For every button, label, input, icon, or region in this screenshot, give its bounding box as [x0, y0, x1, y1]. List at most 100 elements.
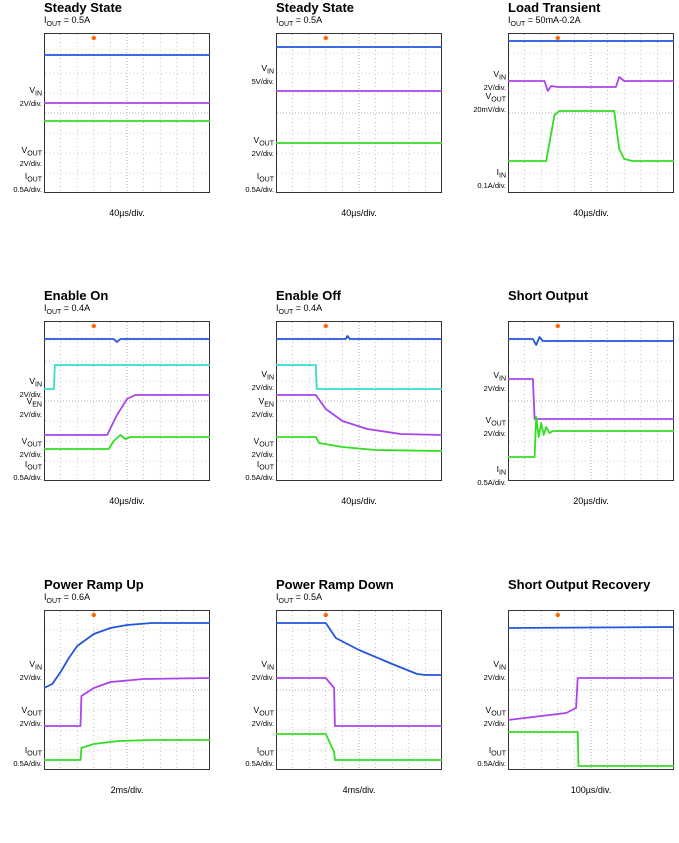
time-scale-label: 40µs/div. — [109, 208, 145, 218]
trigger-marker — [91, 35, 96, 41]
panel-condition: IOUT = 0.5A — [276, 15, 322, 28]
condition-sym: I — [44, 303, 47, 313]
trace-label: VIN 2V/div. — [484, 660, 506, 682]
trace-label-sub: IN — [499, 375, 506, 383]
trace-scale: 0.5A/div. — [245, 472, 274, 482]
condition-sub: OUT — [46, 308, 62, 316]
trace-scale: 5V/div. — [251, 76, 274, 86]
condition-sub: OUT — [278, 597, 294, 605]
time-scale-label: 2ms/div. — [110, 785, 144, 795]
trigger-marker — [323, 323, 328, 329]
scope-panel: Enable On IOUT = 0.4A VIN 2V/div. VEN 2V/div.… — [0, 288, 226, 554]
trace-0 — [276, 622, 442, 676]
trace-scale: 0.1A/div. — [477, 180, 506, 190]
trace-label: IIN 0.5A/div. — [477, 465, 506, 487]
trace-label: IOUT 0.5A/div. — [245, 460, 274, 482]
scope-screen — [276, 610, 442, 770]
trace-label-sym: V — [485, 415, 492, 425]
trace-label-sub: EN — [32, 401, 42, 409]
scope-panel: Load Transient IOUT = 50mA-0.2A VIN 2V/div.… — [464, 0, 679, 266]
trace-label-sub: IN — [267, 664, 274, 672]
trace-label-sub: IN — [267, 374, 274, 382]
trace-label-sym: V — [261, 63, 267, 73]
trace-label: VOUT 2V/div. — [484, 416, 506, 438]
trace-scale: 2V/div. — [251, 382, 274, 392]
trace-scale: 0.5A/div. — [477, 477, 506, 487]
trace-label: IOUT 0.5A/div. — [13, 746, 42, 768]
time-scale-label: 20µs/div. — [573, 496, 609, 506]
trace-2 — [44, 739, 210, 761]
scope-panel: Power Ramp Down IOUT = 0.5A VIN 2V/div. VOUT… — [232, 577, 458, 843]
scope-panel: Short Output Recovery VIN 2V/div. VOUT 2V/di… — [464, 577, 679, 843]
trace-label-sym: V — [26, 396, 33, 406]
trace-label-sym: I — [496, 464, 499, 474]
trace-0 — [44, 622, 210, 689]
trace-label: VOUT 2V/div. — [252, 706, 274, 728]
condition-sub: OUT — [278, 308, 294, 316]
trace-label-sym: I — [496, 167, 499, 177]
trace-scale: 2V/div. — [19, 409, 42, 419]
trace-2 — [276, 394, 442, 436]
trigger-marker — [323, 35, 328, 41]
trace-label-sub: IN — [267, 68, 274, 76]
trace-label-sub: OUT — [27, 176, 42, 184]
trace-scale: 2V/div. — [251, 449, 274, 459]
scope-screen — [508, 321, 674, 481]
trace-label-sub: IN — [35, 90, 42, 98]
trace-scale: 0.5A/div. — [13, 184, 42, 194]
trace-label: VOUT 2V/div. — [20, 146, 42, 168]
trace-label-sym: I — [24, 171, 28, 181]
trace-label-sub: OUT — [491, 750, 506, 758]
trigger-marker — [555, 323, 560, 329]
trace-label-sub: OUT — [27, 150, 42, 158]
trace-1 — [508, 76, 674, 92]
condition-value: = 0.6A — [61, 592, 91, 602]
scope-screen — [276, 33, 442, 193]
time-scale-label: 100µs/div. — [570, 785, 612, 795]
trace-1 — [44, 364, 210, 390]
trace-label-sub: OUT — [27, 710, 42, 718]
trace-label: VIN 2V/div. — [484, 70, 506, 92]
trace-2 — [44, 394, 210, 436]
panel-condition: IOUT = 50mA-0.2A — [508, 15, 581, 28]
trace-scale: 2V/div. — [483, 428, 506, 438]
trace-2 — [276, 733, 442, 761]
scope-panel: Enable Off IOUT = 0.4A VIN 2V/div. VEN 2V/div… — [232, 288, 458, 554]
trace-label-sub: OUT — [27, 750, 42, 758]
trigger-marker — [91, 612, 96, 618]
scope-panel: Steady State IOUT = 0.5A VIN 2V/div. VOUT 2V/… — [0, 0, 226, 266]
trace-label: VIN 5V/div. — [252, 64, 274, 86]
trace-label-sym: V — [253, 705, 260, 715]
trace-scale: 2V/div. — [483, 383, 506, 393]
trace-scale: 0.5A/div. — [13, 758, 42, 768]
panel-title: Steady State — [276, 0, 355, 15]
trigger-marker — [555, 35, 560, 41]
trace-label-sub: IN — [35, 381, 42, 389]
trace-label-sym: I — [24, 745, 28, 755]
trace-label-sub: OUT — [259, 750, 274, 758]
panel-condition: IOUT = 0.4A — [44, 303, 90, 316]
trace-label: VOUT 2V/div. — [20, 437, 42, 459]
condition-sub: OUT — [510, 20, 526, 28]
condition-sym: I — [276, 303, 279, 313]
condition-sub: OUT — [46, 597, 62, 605]
trace-label: VIN 2V/div. — [20, 377, 42, 399]
trace-label-sym: V — [261, 369, 267, 379]
trace-label-sym: V — [493, 659, 499, 669]
trace-label-sym: V — [21, 436, 28, 446]
condition-sub: OUT — [278, 20, 294, 28]
trigger-marker — [555, 612, 560, 618]
panel-title: Load Transient — [508, 0, 601, 15]
trace-1 — [276, 364, 442, 390]
trace-scale: 2V/div. — [251, 409, 274, 419]
trace-label-sym: V — [253, 436, 260, 446]
trace-label-sym: I — [256, 745, 260, 755]
scope-screen — [508, 610, 674, 770]
trace-3 — [276, 436, 442, 452]
trace-label-sub: OUT — [491, 710, 506, 718]
panel-condition: IOUT = 0.5A — [276, 592, 322, 605]
scope-screen — [44, 33, 210, 193]
trace-label-sym: I — [24, 459, 28, 469]
trace-scale: 2V/div. — [483, 672, 506, 682]
trace-label-sym: V — [29, 659, 35, 669]
